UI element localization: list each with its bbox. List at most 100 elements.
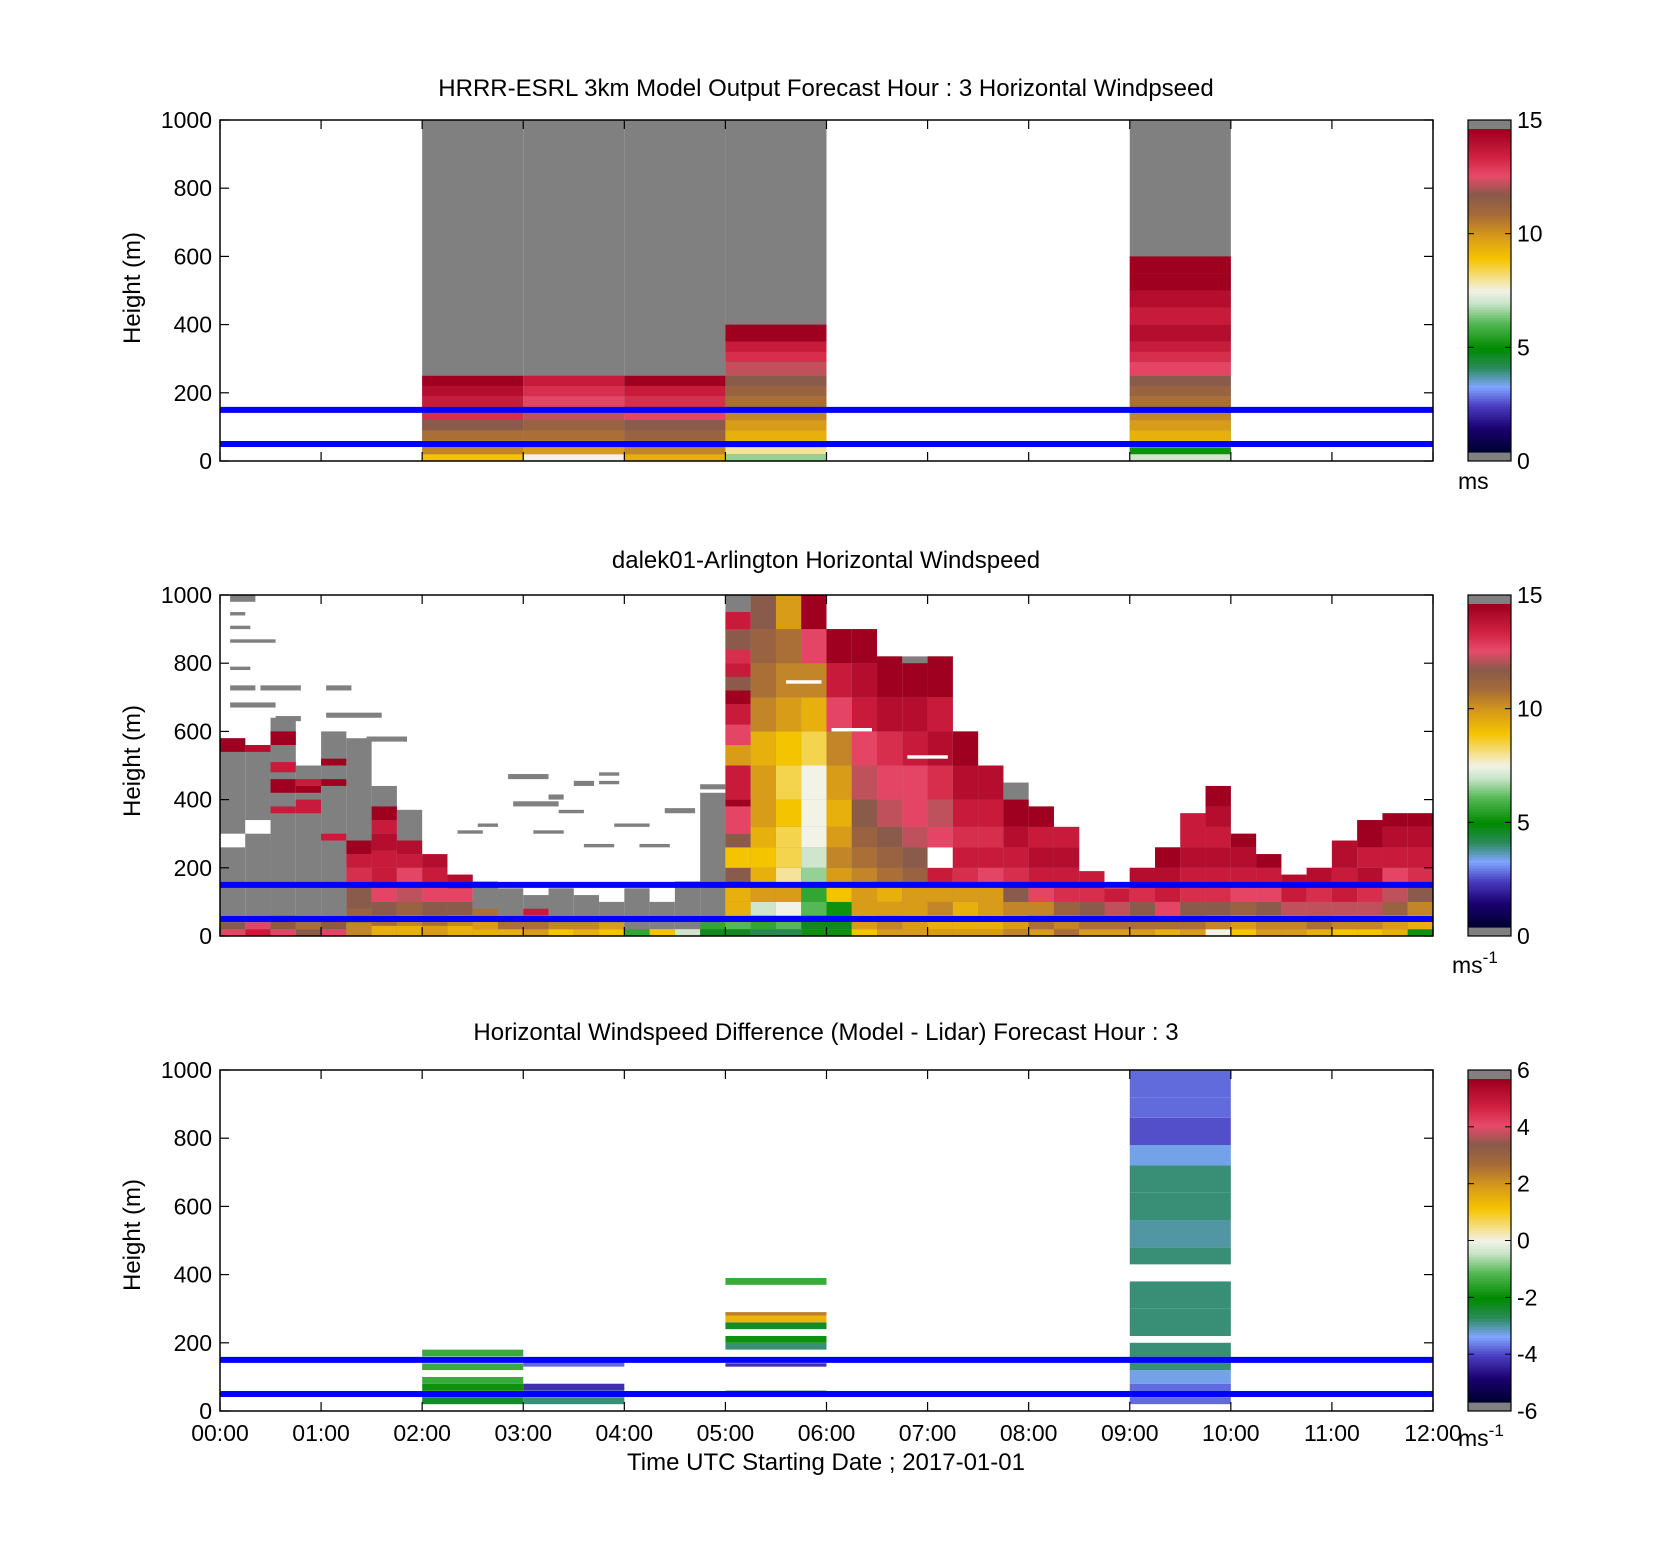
colorbar-swatch: [1468, 180, 1511, 184]
heatmap-cell: [902, 731, 928, 766]
heatmap-cell: [725, 454, 827, 461]
colorbar-swatch: [1468, 746, 1511, 750]
heatmap-cell: [826, 884, 852, 902]
no-data-cell: [700, 784, 726, 790]
heatmap-cell: [725, 847, 751, 868]
heatmap-cell: [1382, 826, 1408, 848]
y-tick-label: 600: [174, 243, 212, 269]
colorbar-swatch: [1468, 1192, 1511, 1196]
colorbar-swatch: [1468, 1232, 1511, 1236]
colorbar-swatch: [1468, 1162, 1511, 1166]
colorbar-swatch: [1468, 150, 1511, 154]
y-tick-label: 200: [174, 855, 212, 881]
colorbar-swatch: [1468, 921, 1511, 925]
colorbar-swatch: [1468, 1372, 1511, 1376]
colorbar-swatch: [1468, 290, 1511, 294]
colorbar-swatch: [1468, 306, 1511, 310]
heatmap-cell: [851, 731, 878, 766]
heatmap-cell: [1053, 884, 1080, 902]
colorbar-swatch: [1468, 1380, 1511, 1384]
heatmap-cell: [952, 847, 979, 868]
heatmap-cell: [1357, 929, 1383, 936]
heatmap-cell: [725, 362, 827, 376]
heatmap-cell: [1230, 847, 1257, 868]
heatmap-cell: [801, 765, 827, 800]
colorbar-swatch: [1468, 333, 1511, 337]
heatmap-cell: [725, 867, 751, 885]
colorbar-tick-label: 5: [1517, 334, 1530, 360]
heatmap-cell: [725, 690, 751, 705]
colorbar-swatch: [1468, 811, 1511, 815]
heatmap-cell: [1079, 901, 1105, 916]
x-tick-label: 03:00: [494, 1420, 552, 1446]
heatmap-cell: [801, 826, 827, 848]
colorbar-swatch: [1468, 700, 1511, 705]
heatmap-cell: [1129, 1097, 1231, 1118]
heatmap-cell: [725, 724, 751, 746]
heatmap-cell: [725, 1278, 827, 1285]
heatmap-cell: [422, 409, 524, 421]
colorbar-swatch: [1468, 1340, 1511, 1344]
heatmap-cell: [1180, 813, 1206, 848]
colorbar-swatch: [1468, 398, 1511, 402]
heatmap-cell: [1382, 901, 1408, 916]
colorbar-swatch: [1468, 408, 1511, 413]
colorbar-swatch: [1468, 695, 1511, 699]
heatmap-cell: [725, 676, 751, 691]
heatmap-cell: [1407, 813, 1433, 827]
gap-cell: [786, 680, 822, 684]
colorbar-swatch: [1468, 717, 1511, 721]
heatmap-cell: [1256, 901, 1282, 916]
heatmap-cell: [1003, 867, 1029, 885]
heatmap-cell: [1053, 867, 1080, 885]
heatmap-cell: [371, 850, 397, 868]
colorbar-swatch: [1468, 137, 1511, 141]
heatmap-cell: [1205, 867, 1231, 885]
colorbar-swatch: [1468, 1111, 1511, 1115]
heatmap-cell: [1129, 447, 1231, 455]
heatmap-cell: [295, 799, 322, 814]
colorbar-swatch: [1468, 1124, 1511, 1129]
colorbar-swatch: [1468, 177, 1511, 181]
colorbar-swatch: [1468, 770, 1511, 775]
heatmap-cell: [371, 833, 397, 851]
heatmap-cell: [1079, 884, 1105, 902]
heatmap-cell: [851, 697, 878, 732]
heatmap-cell: [422, 454, 524, 461]
heatmap-cell: [295, 922, 322, 930]
heatmap-cell: [927, 929, 953, 936]
colorbar-swatch: [1468, 1081, 1511, 1085]
heatmap-cell: [902, 799, 928, 827]
colorbar-swatch: [1468, 1175, 1511, 1180]
colorbar-swatch: [1468, 231, 1511, 235]
colorbar-swatch: [1468, 875, 1511, 880]
colorbar-swatch: [1468, 781, 1511, 785]
heatmap-cell: [1407, 826, 1433, 848]
colorbar-swatch: [1468, 185, 1511, 189]
colorbar-swatch: [1468, 622, 1511, 627]
colorbar-swatch: [1468, 827, 1511, 831]
no-data-cell: [270, 717, 296, 936]
heatmap-cell: [1155, 884, 1181, 902]
heatmap-cell: [1230, 867, 1257, 885]
heatmap-cell: [649, 929, 675, 936]
heatmap-cell: [1129, 385, 1231, 397]
colorbar-swatch: [1468, 657, 1511, 662]
heatmap-cell: [523, 929, 549, 936]
colorbar-swatch: [1468, 1178, 1511, 1182]
heatmap-cell: [775, 884, 802, 902]
colorbar-swatch: [1468, 209, 1511, 214]
heatmap-cell: [1155, 867, 1181, 885]
colorbar-swatch: [1468, 1108, 1511, 1112]
colorbar-swatch: [1468, 1326, 1511, 1330]
heatmap-cell: [523, 430, 625, 441]
heatmap-cell: [801, 629, 827, 664]
heatmap-cell: [801, 595, 827, 630]
heatmap-cell: [245, 820, 271, 834]
no-data-cell: [457, 830, 483, 834]
colorbar-swatch: [1468, 1218, 1511, 1223]
heatmap-cell: [523, 409, 625, 421]
x-tick-label: 06:00: [798, 1420, 856, 1446]
colorbar-swatch: [1468, 789, 1511, 794]
colorbar-swatch: [1468, 805, 1511, 810]
